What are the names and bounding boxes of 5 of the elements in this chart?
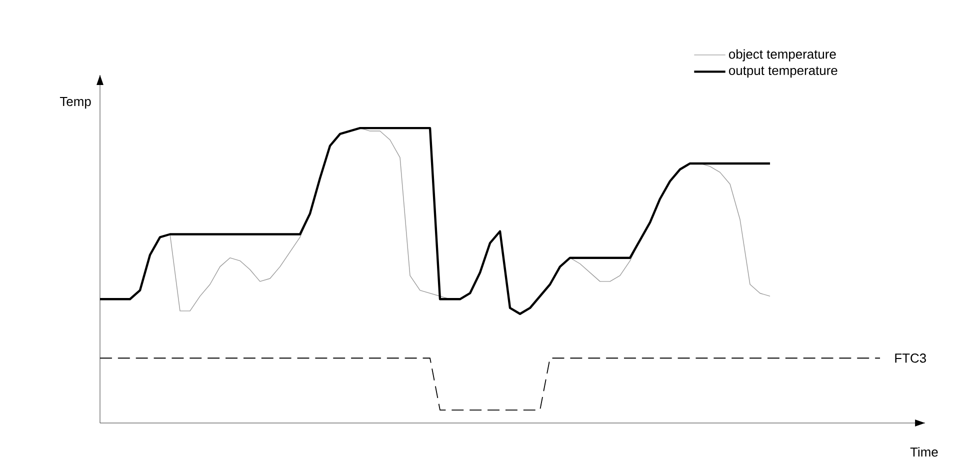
legend-label: output temperature [728,66,838,78]
series-label: FTC3 [895,354,926,363]
y-axis-title: Temp [60,97,91,109]
x-axis-title: Time [910,447,938,457]
legend-label: object temperature [728,49,836,62]
